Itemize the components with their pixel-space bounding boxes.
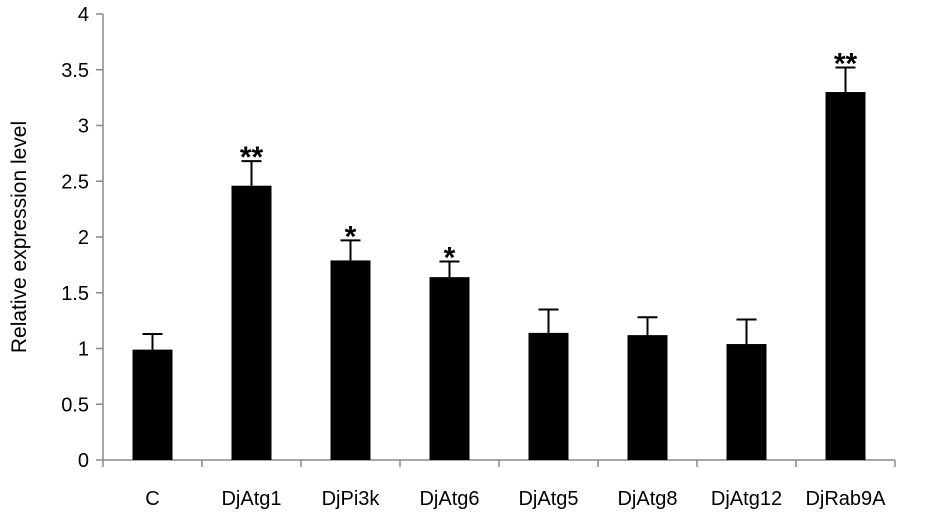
x-axis: [102, 459, 896, 467]
category-label: DjAtg5: [518, 488, 578, 510]
y-axis-title: Relative expression level: [8, 121, 31, 353]
y-tick-label: 1.5: [61, 283, 89, 305]
y-axis: 0 0.5 1 1.5 2 2.5 3 3.5 4: [61, 4, 104, 472]
bars: C ** DjAtg1 * DjPi3k * DjAtg6 DjAtg5 DjAtg8 DjAtg…: [132, 48, 886, 510]
y-tick-label: 1: [78, 339, 89, 361]
significance-marker: **: [240, 141, 264, 174]
significance-marker: *: [444, 242, 456, 275]
y-tick-label: 0: [78, 450, 89, 472]
category-label: DjAtg12: [711, 488, 782, 510]
bar-c: [132, 349, 173, 460]
category-label: DjAtg6: [419, 488, 479, 510]
y-tick-label: 2: [78, 227, 89, 249]
significance-marker: **: [834, 48, 858, 81]
y-tick-label: 0.5: [61, 394, 89, 416]
category-label: DjRab9A: [805, 488, 886, 510]
significance-marker: *: [345, 220, 357, 253]
y-tick-label: 2.5: [61, 171, 89, 193]
bar-djatg5: [528, 332, 569, 460]
category-label: DjAtg8: [617, 488, 677, 510]
bar-djatg1: [231, 185, 272, 460]
category-label: DjPi3k: [322, 488, 381, 510]
y-tick-label: 3.5: [61, 60, 89, 82]
bar-djatg6: [429, 277, 470, 460]
category-label: C: [145, 488, 159, 510]
y-tick-label: 3: [78, 116, 89, 138]
bar-djrab9a: [825, 92, 866, 461]
bar-djatg12: [726, 344, 767, 460]
bar-djpi3k: [330, 260, 371, 460]
bar-djatg8: [627, 335, 668, 460]
y-tick-label: 4: [78, 4, 89, 26]
category-label: DjAtg1: [221, 488, 281, 510]
